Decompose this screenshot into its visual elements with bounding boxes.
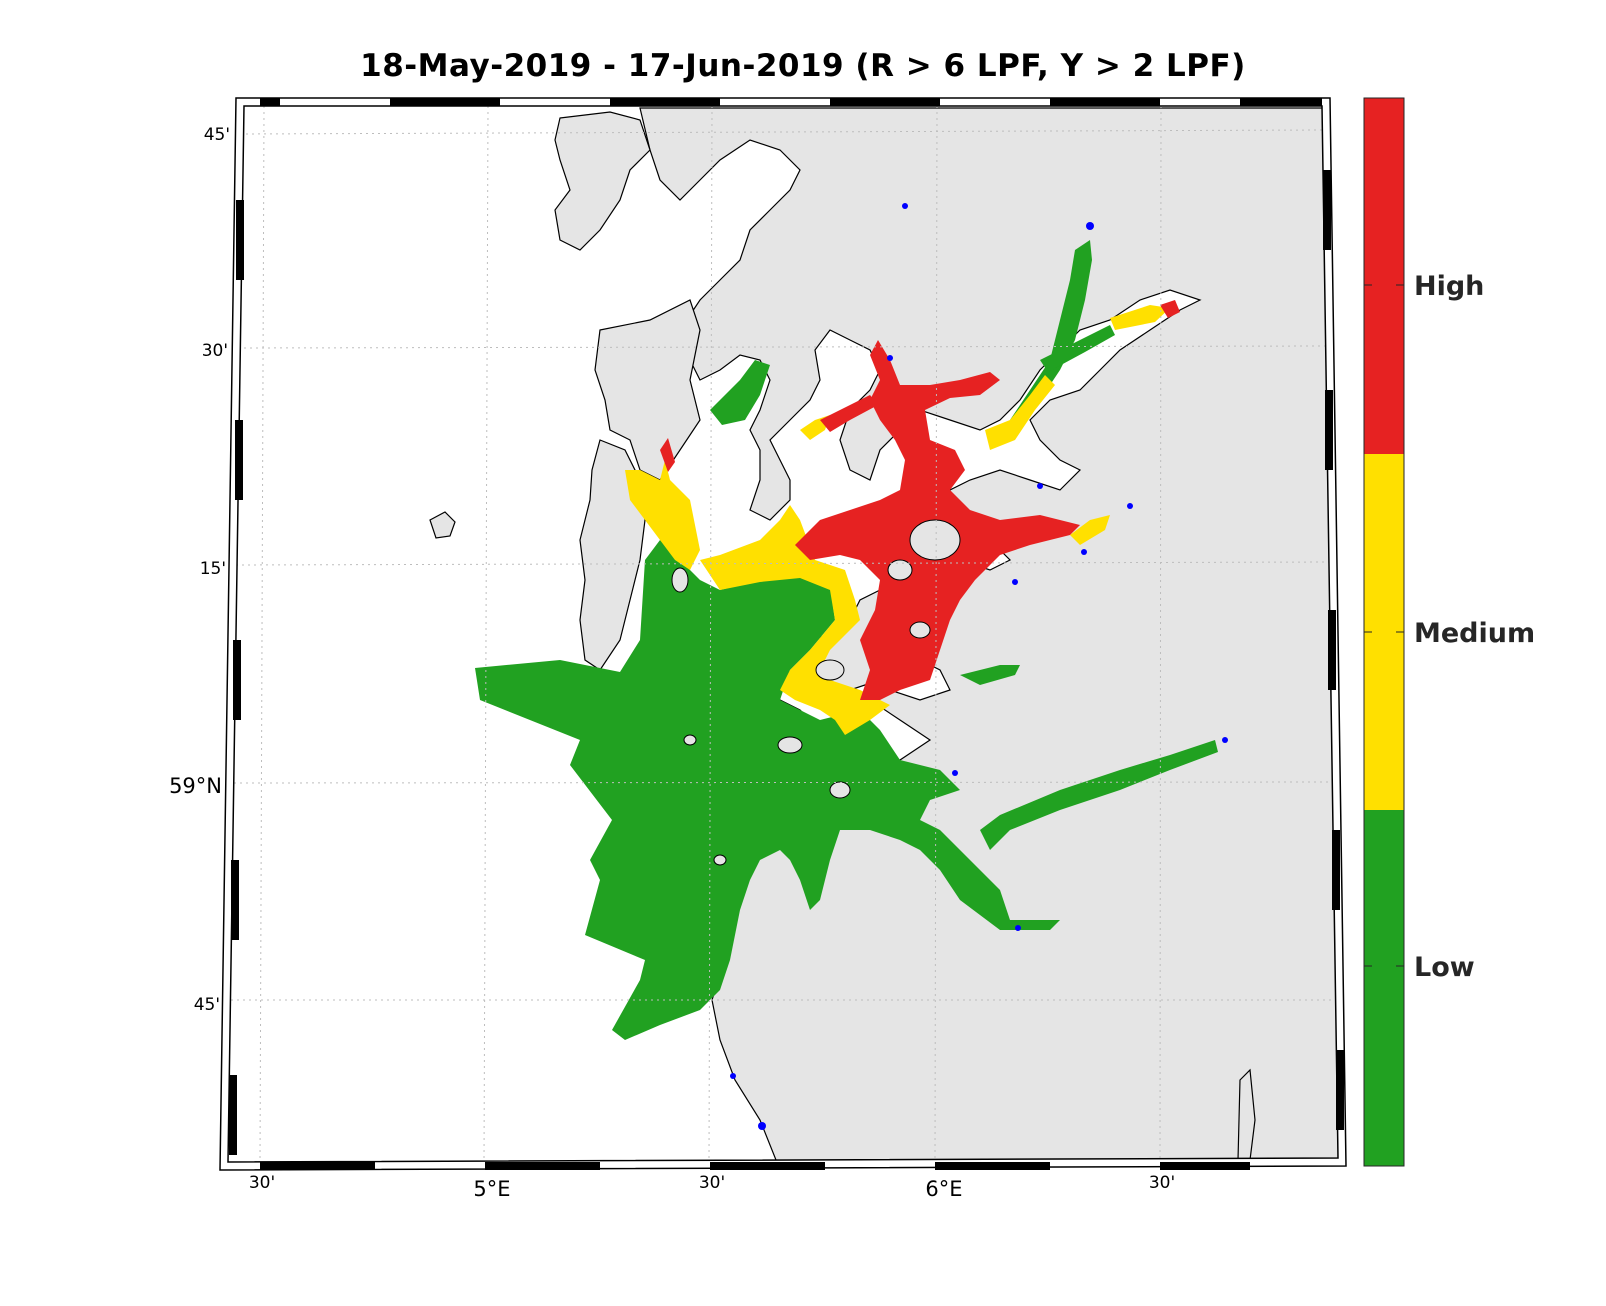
- risk-area-low-north: [710, 360, 770, 425]
- lon-tick-label: 30': [699, 1173, 725, 1193]
- land-island-north: [554, 111, 651, 251]
- legend-label-medium: Medium: [1414, 618, 1535, 649]
- risk-area-high-west-inlet: [660, 438, 675, 472]
- land-south-inlet: [1237, 1068, 1256, 1161]
- risk-area-low-east: [960, 665, 1020, 685]
- inner-islands: [671, 519, 961, 866]
- risk-area-low-fjord-ne2: [1040, 325, 1115, 372]
- risk-area-low-fjord-se: [980, 740, 1218, 850]
- legend-label-low: Low: [1414, 952, 1475, 983]
- risk-area-medium-ne: [985, 375, 1055, 450]
- risk-area-high-ne-tip: [1160, 300, 1180, 318]
- land-island-small: [429, 511, 456, 539]
- risk-area-high-nw-arm: [820, 395, 878, 432]
- lon-tick-label: 30': [1149, 1173, 1175, 1193]
- lon-tick-label: 5°E: [473, 1177, 510, 1201]
- map-frame: [219, 97, 1347, 1171]
- map-area: [219, 97, 1347, 1171]
- risk-area-medium-ne2: [1110, 305, 1170, 330]
- longitude-labels: 30' 5°E 30' 6°E 30': [249, 1173, 1175, 1201]
- risk-area-medium: [700, 505, 890, 735]
- lat-tick-label: 59°N: [169, 774, 222, 798]
- station-markers: [730, 203, 1338, 1130]
- map-title: 18-May-2019 - 17-Jun-2019 (R > 6 LPF, Y …: [360, 48, 1246, 84]
- lon-tick-label: 30': [249, 1173, 275, 1193]
- risk-area-medium-east: [1070, 515, 1110, 545]
- lat-tick-label: 30': [202, 341, 228, 361]
- latitude-labels: 45' 30' 15' 59°N 45': [169, 125, 230, 1015]
- lat-tick-label: 45': [194, 995, 220, 1015]
- colorbar-segment-low: [1364, 810, 1404, 1166]
- colorbar-segment-high: [1364, 98, 1404, 454]
- legend-label-high: High: [1414, 271, 1484, 302]
- colorbar: High Medium Low: [1363, 97, 1535, 1167]
- lon-tick-label: 6°E: [925, 1177, 962, 1201]
- risk-area-low-fjord-ne: [1010, 240, 1092, 430]
- risk-area-low: [475, 540, 1060, 1040]
- graticule: [231, 106, 1337, 1162]
- risk-area-medium-west: [625, 460, 700, 570]
- lat-tick-label: 45': [204, 125, 230, 145]
- lat-tick-label: 15': [200, 559, 226, 579]
